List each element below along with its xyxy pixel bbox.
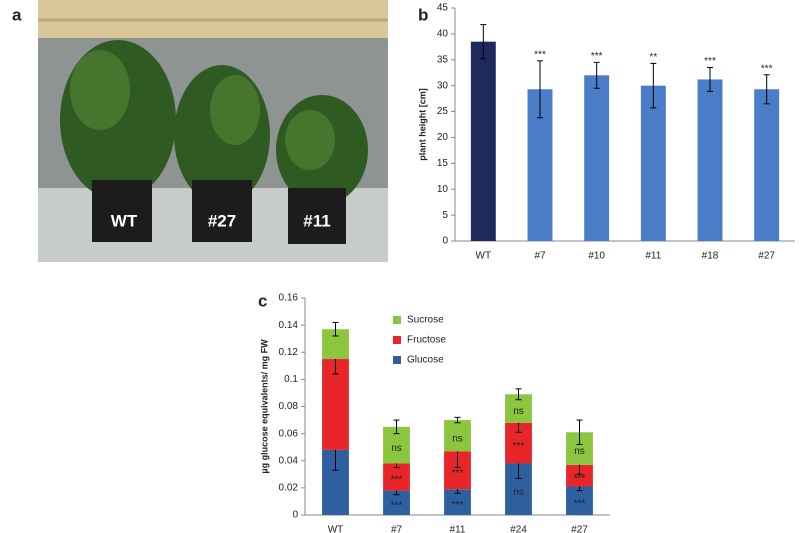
bar: [584, 75, 610, 241]
bar: [470, 41, 496, 242]
y-tick-label: 0.08: [279, 401, 299, 412]
x-tick-label: #27: [571, 525, 588, 533]
y-tick-label: 0.16: [279, 293, 299, 304]
significance-label: ***: [704, 56, 716, 67]
photo-label: #27: [208, 211, 236, 230]
significance-label: ns: [452, 433, 463, 444]
bar: [697, 79, 723, 241]
significance-label: ***: [391, 475, 403, 486]
significance-label: ***: [452, 500, 464, 511]
x-tick-label: WT: [476, 251, 492, 262]
panel-label: c: [258, 291, 267, 310]
photo-label: WT: [111, 211, 138, 230]
significance-label: ***: [513, 441, 525, 452]
significance-label: ***: [574, 473, 586, 484]
y-tick-label: 20: [437, 132, 449, 143]
x-tick-label: #18: [702, 251, 719, 262]
legend-swatch: [393, 336, 401, 344]
legend-label: Fructose: [407, 335, 446, 346]
legend-label: Sucrose: [407, 315, 444, 326]
legend-swatch: [393, 316, 401, 324]
y-tick-label: 0.1: [284, 374, 298, 385]
y-axis-label: µg glucose equivalents/ mg FW: [259, 339, 269, 474]
y-tick-label: 0.04: [279, 455, 299, 466]
y-axis-label: plant height [cm]: [417, 88, 427, 161]
x-tick-label: #24: [510, 525, 527, 533]
y-tick-label: 0: [292, 510, 298, 521]
significance-label: ***: [574, 498, 586, 509]
bar: [640, 85, 666, 242]
y-tick-label: 15: [437, 158, 449, 169]
significance-label: **: [649, 52, 657, 63]
panel-label: a: [12, 5, 22, 24]
y-tick-label: 0.14: [279, 320, 299, 331]
bar-segment: [444, 420, 471, 452]
bar: [754, 89, 780, 242]
x-tick-label: WT: [328, 525, 344, 533]
y-tick-label: 25: [437, 106, 449, 117]
x-tick-label: #7: [391, 525, 403, 533]
y-tick-label: 30: [437, 80, 449, 91]
x-tick-label: #11: [645, 251, 661, 262]
photo: [38, 0, 388, 262]
y-tick-label: 0.12: [279, 347, 299, 358]
significance-label: ns: [574, 446, 585, 457]
significance-label: ***: [391, 500, 403, 511]
legend-swatch: [393, 356, 401, 364]
significance-label: ns: [391, 443, 402, 454]
x-tick-label: #7: [534, 251, 546, 262]
y-tick-label: 0.02: [279, 483, 299, 494]
y-tick-label: 0.06: [279, 428, 299, 439]
significance-label: ***: [591, 51, 603, 62]
x-tick-label: #27: [758, 251, 775, 262]
y-tick-label: 35: [437, 54, 449, 65]
x-tick-label: #10: [588, 251, 605, 262]
photo-label: #11: [303, 211, 330, 230]
significance-label: ***: [761, 63, 773, 74]
y-tick-label: 45: [437, 3, 449, 14]
y-tick-label: 10: [437, 184, 449, 195]
x-tick-label: #11: [450, 525, 466, 533]
bar-segment: [566, 464, 593, 487]
significance-label: ***: [452, 468, 464, 479]
y-tick-label: 0: [442, 236, 448, 247]
panel-label: b: [418, 5, 428, 24]
significance-label: ***: [534, 49, 546, 60]
bar-segment: [566, 486, 593, 515]
significance-label: ns: [513, 487, 524, 498]
legend-label: Glucose: [407, 355, 444, 366]
significance-label: ns: [513, 406, 524, 417]
y-tick-label: 40: [437, 29, 449, 40]
y-tick-label: 5: [442, 210, 448, 221]
